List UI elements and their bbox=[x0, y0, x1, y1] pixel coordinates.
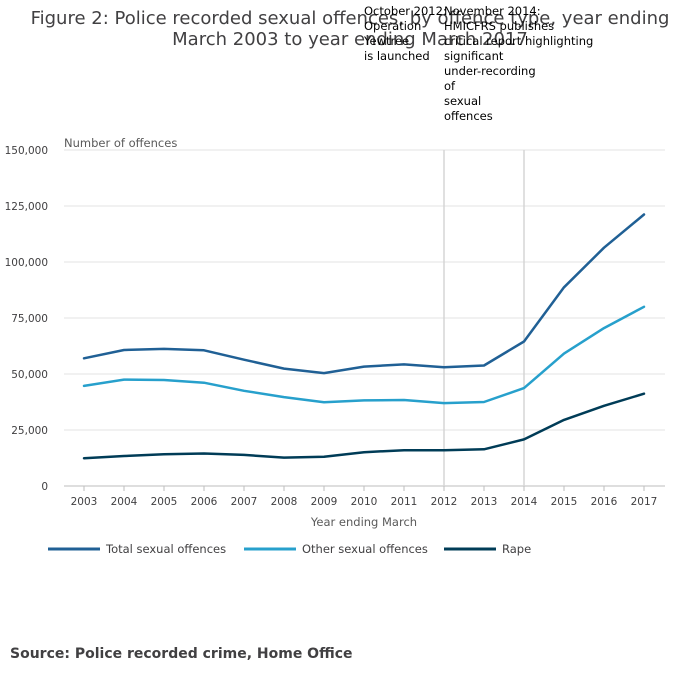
x-tick-label: 2003 bbox=[71, 496, 98, 508]
y-tick-label: 50,000 bbox=[11, 369, 48, 381]
annotation-text-2012: Yewtree bbox=[363, 34, 409, 48]
y-tick-label: 75,000 bbox=[11, 313, 48, 325]
legend-label: Total sexual offences bbox=[105, 542, 226, 556]
x-axis-ticks: 2003 2004 2005 2006 2007 2008 2009 2010 2011 2012… bbox=[71, 486, 658, 508]
series-lines bbox=[82, 213, 646, 460]
series-line-total-sexual-offences bbox=[82, 213, 646, 375]
y-axis-label: Number of offences bbox=[64, 136, 177, 150]
y-tick-label: 100,000 bbox=[5, 257, 48, 269]
annotation-text-2014: under-recording bbox=[444, 64, 536, 78]
source-note: Source: Police recorded crime, Home Offi… bbox=[10, 646, 353, 662]
annotation-text-2012: is launched bbox=[364, 49, 430, 63]
x-tick-label: 2008 bbox=[271, 496, 298, 508]
reference-lines bbox=[443, 150, 525, 486]
annotation-text-2014: November 2014: bbox=[444, 4, 541, 18]
series-line-rape bbox=[82, 392, 646, 460]
x-tick-label: 2006 bbox=[191, 496, 218, 508]
annotation-text-2014: significant bbox=[444, 49, 504, 63]
y-axis-ticks: 0 25,000 50,000 75,000 100,000 125,000 150,000 bbox=[5, 145, 48, 493]
chart-title-line-1: Figure 2: Police recorded sexual offence… bbox=[31, 8, 670, 29]
y-tick-label: 0 bbox=[41, 481, 48, 493]
x-tick-label: 2009 bbox=[311, 496, 338, 508]
annotation-text-2014: HMICFRS publishes bbox=[444, 19, 554, 33]
line-chart: Figure 2: Police recorded sexual offence… bbox=[5, 4, 670, 556]
x-tick-label: 2005 bbox=[151, 496, 178, 508]
x-axis-label: Year ending March bbox=[310, 515, 417, 529]
x-tick-label: 2010 bbox=[351, 496, 378, 508]
y-tick-label: 150,000 bbox=[5, 145, 48, 157]
annotation-text-2014: sexual bbox=[444, 94, 481, 108]
x-tick-label: 2012 bbox=[431, 496, 458, 508]
x-tick-label: 2015 bbox=[551, 496, 578, 508]
x-tick-label: 2017 bbox=[631, 496, 658, 508]
x-tick-label: 2016 bbox=[591, 496, 618, 508]
gridlines bbox=[64, 149, 665, 487]
x-tick-label: 2004 bbox=[111, 496, 138, 508]
annotation-text-2012: Operation bbox=[364, 19, 421, 33]
legend-label: Rape bbox=[502, 542, 531, 556]
series-line-other-sexual-offences bbox=[82, 305, 646, 405]
x-tick-label: 2013 bbox=[471, 496, 498, 508]
y-tick-label: 25,000 bbox=[11, 425, 48, 437]
legend: Total sexual offences Other sexual offenc… bbox=[48, 542, 531, 556]
annotation-text-2014: critical report highlighting bbox=[444, 34, 593, 48]
chart-title-line-2: March 2003 to year ending March 2017 bbox=[172, 29, 528, 50]
x-tick-label: 2014 bbox=[511, 496, 538, 508]
x-tick-label: 2007 bbox=[231, 496, 258, 508]
legend-label: Other sexual offences bbox=[302, 542, 428, 556]
y-tick-label: 125,000 bbox=[5, 201, 48, 213]
annotation-text-2014: offences bbox=[444, 109, 493, 123]
x-tick-label: 2011 bbox=[391, 496, 418, 508]
annotation-text-2012: October 2012: bbox=[364, 4, 447, 18]
annotation-text-2014: of bbox=[444, 79, 456, 93]
